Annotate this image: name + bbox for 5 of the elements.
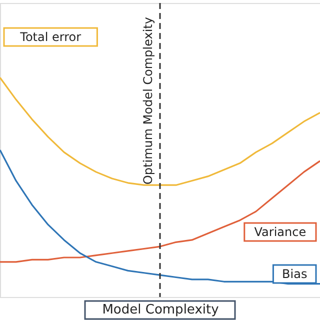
annotation: Optimum Model Complexity	[141, 17, 155, 185]
x-axis-title: Model Complexity	[102, 302, 220, 318]
text: Total error	[19, 30, 82, 44]
series-label: Bias	[282, 267, 308, 281]
series-label: Variance	[254, 225, 306, 239]
